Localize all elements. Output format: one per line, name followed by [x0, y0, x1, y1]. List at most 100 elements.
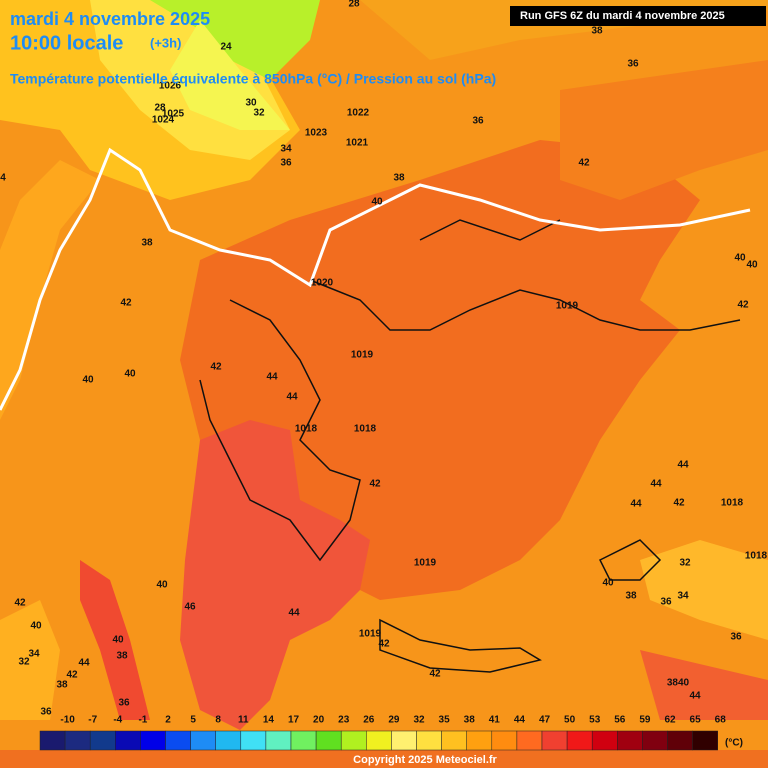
contour-label: 36: [660, 597, 672, 608]
contour-label: 40: [30, 621, 42, 632]
field-band: [180, 420, 370, 730]
contour-label: 36: [40, 707, 52, 718]
contour-label: 42: [210, 362, 222, 373]
contour-label: 28: [348, 0, 360, 10]
scale-label: 65: [690, 715, 702, 726]
scale-label: 50: [564, 715, 576, 726]
contour-label: 40: [112, 635, 124, 646]
contour-label: 44: [650, 479, 662, 490]
subtitle: Température potentielle équivalente à 85…: [10, 71, 496, 87]
scale-label: 8: [215, 715, 221, 726]
scale-swatch: [64, 730, 91, 751]
scale-swatch: [391, 730, 417, 751]
contour-label: 38: [591, 26, 603, 37]
contour-label: 38: [116, 651, 128, 662]
contour-label: 1025: [162, 109, 185, 120]
coastlines: [199, 219, 741, 673]
contour-label: 34: [28, 649, 40, 660]
contour-label: 38: [393, 173, 405, 184]
contour-label: 42: [369, 479, 381, 490]
contour-label: 36: [280, 158, 292, 169]
contour-label: 44: [689, 691, 701, 702]
scale-swatch: [215, 730, 242, 751]
contour-label: 40: [82, 375, 94, 386]
contour-label: 36: [118, 698, 130, 709]
scale-label: 2: [165, 715, 171, 726]
run-info: Run GFS 6Z du mardi 4 novembre 2025: [520, 10, 725, 22]
date-title: mardi 4 novembre 2025: [10, 9, 210, 29]
contour-label: 1018: [745, 551, 768, 562]
field-band: [640, 540, 768, 640]
scale-swatch: [466, 730, 493, 751]
contour-label: 40: [602, 578, 614, 589]
scale-swatch: [89, 730, 116, 751]
field-band: [170, 20, 290, 130]
scale-label: 59: [639, 715, 651, 726]
contour-label: 44: [286, 392, 298, 403]
scale-label: 20: [313, 715, 325, 726]
contour-label: 38: [625, 591, 637, 602]
contour-label: 40: [746, 260, 758, 271]
scale-label: 44: [514, 715, 526, 726]
scale-swatch: [315, 730, 342, 751]
scale-swatch: [491, 730, 518, 751]
run-box: [510, 6, 766, 26]
scale-swatch: [416, 730, 442, 751]
contour-label: 42: [378, 639, 390, 650]
scale-swatch: [667, 730, 693, 751]
scale-label: 47: [539, 715, 551, 726]
contour-label: 30: [245, 98, 257, 109]
contour-label: 32: [253, 108, 265, 119]
field-band: [80, 560, 150, 720]
scale-swatch: [115, 730, 141, 751]
scale-label: 5: [190, 715, 196, 726]
scale-swatch: [692, 730, 718, 751]
contour-label: 32: [18, 657, 30, 668]
scale-label: -10: [60, 715, 75, 726]
contour-label: 46: [184, 602, 196, 613]
contour-label: 44: [288, 608, 300, 619]
scale-swatch: [190, 730, 216, 751]
scale-label: 41: [489, 715, 501, 726]
scale-label: 14: [263, 715, 275, 726]
time-offset: (+3h): [150, 35, 181, 50]
contour-label: 1019: [414, 558, 437, 569]
contour-label: 38: [56, 680, 68, 691]
field-band: [0, 600, 60, 720]
field-band: [180, 140, 700, 600]
field-band: [150, 0, 320, 80]
contour-label: 42: [429, 669, 441, 680]
contour-label: 36: [472, 116, 484, 127]
contour-label: 44: [630, 499, 642, 510]
scale-swatch: [591, 730, 618, 751]
field-band: [560, 60, 768, 200]
field-band: [640, 650, 768, 720]
contour-label: 42: [737, 300, 749, 311]
contour-label: 1026: [159, 81, 182, 92]
contour-label: 44: [266, 372, 278, 383]
contour-label: 1024: [152, 115, 175, 126]
scale-swatch: [441, 730, 467, 751]
scale-label: 53: [589, 715, 601, 726]
scale-label: 23: [338, 715, 350, 726]
contour-label: 44: [78, 658, 90, 669]
contour-label: 42: [14, 598, 26, 609]
contour-label: 42: [66, 670, 78, 681]
contour-label: 1022: [347, 108, 370, 119]
scale-label: 62: [664, 715, 676, 726]
scale-label: 68: [715, 715, 727, 726]
scale-swatch: [290, 730, 317, 751]
contour-label: 42: [578, 158, 590, 169]
scale-swatch: [39, 730, 66, 751]
scale-swatch: [541, 730, 568, 751]
contour-label: 34: [677, 591, 689, 602]
scale-unit: (°C): [725, 738, 743, 749]
contour-label: 1018: [721, 498, 744, 509]
contour-label: 40: [124, 369, 136, 380]
copyright: Copyright 2025 Meteociel.fr: [353, 754, 497, 766]
scale-swatch: [165, 730, 191, 751]
contour-label: 1019: [556, 301, 579, 312]
scale-background: [0, 750, 768, 768]
scale-label: 32: [413, 715, 425, 726]
scale-swatch: [265, 730, 292, 751]
